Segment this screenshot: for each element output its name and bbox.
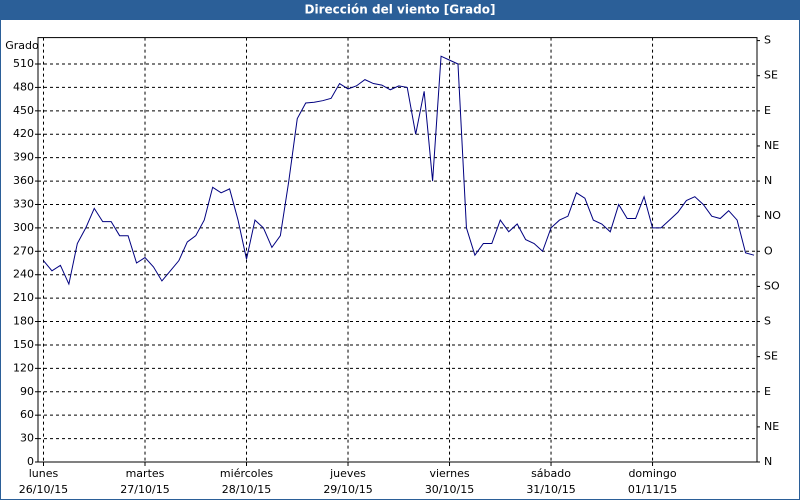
y-tick-label: 240 [13, 268, 34, 281]
y2-tick-label: SE [764, 69, 778, 82]
x-tick-date: 26/10/15 [19, 483, 68, 496]
y2-tick-label: NE [764, 139, 779, 152]
y2-tick-label: S [764, 34, 771, 47]
y2-tick-label: SO [764, 279, 780, 292]
y-tick-label: 30 [20, 432, 34, 445]
y2-tick-label: NE [764, 420, 779, 433]
y2-tick-label: N [764, 174, 772, 187]
x-tick-date: 27/10/15 [120, 483, 169, 496]
y-tick-label: 360 [13, 174, 34, 187]
y-tick-label: 210 [13, 291, 34, 304]
y-tick-label: 420 [13, 127, 34, 140]
y2-tick-label: S [764, 315, 771, 328]
y2-tick-label: N [764, 455, 772, 468]
y-tick-label: 510 [13, 57, 34, 70]
x-tick-label: jueves [329, 467, 366, 480]
y-tick-label: 300 [13, 221, 34, 234]
chart-title: Dirección del viento [Grado] [305, 3, 496, 17]
y2-tick-label: SE [764, 350, 778, 363]
y-tick-label: 480 [13, 80, 34, 93]
x-tick-date: 01/11/15 [628, 483, 677, 496]
y-tick-label: 450 [13, 104, 34, 117]
y-tick-label: 330 [13, 197, 34, 210]
y-tick-label: 90 [20, 385, 34, 398]
x-tick-label: martes [126, 467, 165, 480]
x-tick-label: viernes [429, 467, 469, 480]
y2-tick-label: E [764, 385, 771, 398]
y-tick-label: 150 [13, 338, 34, 351]
x-tick-date: 29/10/15 [323, 483, 372, 496]
x-tick-label: sábado [531, 467, 571, 480]
x-tick-label: miércoles [220, 467, 273, 480]
x-tick-label: lunes [29, 467, 59, 480]
y-tick-label: 390 [13, 151, 34, 164]
title-bar [0, 0, 800, 20]
x-tick-label: domingo [628, 467, 676, 480]
plot-frame [37, 37, 758, 463]
x-tick-date: 30/10/15 [425, 483, 474, 496]
y-axis-label: Grado [5, 39, 39, 52]
y-tick-label: 0 [27, 455, 34, 468]
y-tick-label: 270 [13, 244, 34, 257]
x-tick-date: 28/10/15 [222, 483, 271, 496]
y2-tick-label: E [764, 104, 771, 117]
x-tick-date: 31/10/15 [526, 483, 575, 496]
data-line [43, 55, 755, 286]
y-tick-label: 120 [13, 361, 34, 374]
y-tick-label: 60 [20, 408, 34, 421]
y2-tick-label: O [764, 244, 773, 257]
y2-tick-label: NO [764, 209, 781, 222]
y-tick-label: 180 [13, 315, 34, 328]
